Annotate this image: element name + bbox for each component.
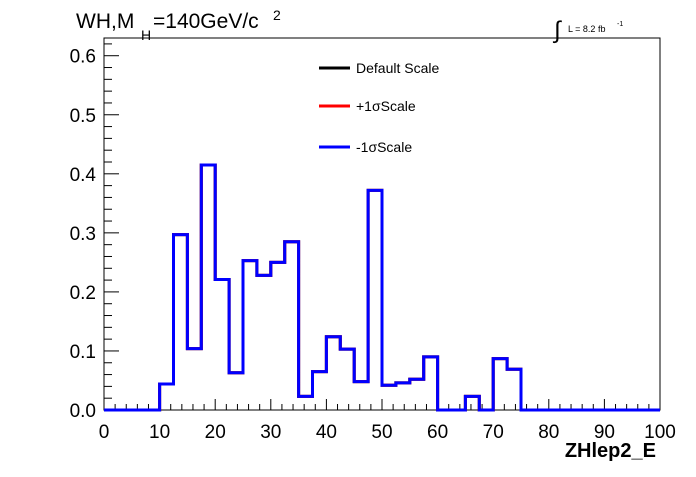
title-superscript: 2 [273, 7, 281, 23]
legend-label: +1σScale [356, 98, 416, 114]
x-tick-label: 0 [99, 422, 110, 443]
legend: Default Scale +1σScale -1σScale [319, 60, 439, 155]
x-axis-title: ZHlep2_E [565, 440, 656, 462]
title-rest: =140GeV/c [153, 10, 259, 33]
legend-label: Default Scale [356, 60, 439, 76]
lumi-integral-sign: ∫ [552, 17, 562, 44]
y-tick-label: 0.3 [70, 224, 96, 245]
series-layer [104, 163, 660, 412]
chart-title: WH,M H =140GeV/c 2 [76, 7, 281, 43]
title-main: WH,M [76, 10, 134, 33]
series-line-3 [104, 163, 660, 412]
lumi-annotation: ∫ L = 8.2 fb -1 [552, 17, 623, 44]
x-tick-label: 70 [483, 422, 504, 443]
legend-label: -1σScale [356, 139, 412, 155]
x-tick-label: 40 [316, 422, 337, 443]
x-tick-label: 50 [371, 422, 392, 443]
x-tick-label: 90 [594, 422, 615, 443]
title-subscript: H [141, 27, 151, 43]
x-axis: 0 10 20 30 40 50 60 70 80 90 100 [99, 399, 676, 443]
lumi-superscript: -1 [617, 21, 623, 28]
x-tick-label: 30 [260, 422, 281, 443]
y-tick-label: 0.6 [70, 47, 96, 68]
y-tick-label: 0.0 [70, 401, 96, 422]
y-tick-label: 0.4 [70, 165, 97, 186]
x-tick-label: 80 [538, 422, 559, 443]
x-tick-label: 10 [149, 422, 170, 443]
x-tick-label: 60 [427, 422, 448, 443]
y-tick-label: 0.2 [70, 283, 96, 304]
x-tick-label: 100 [644, 422, 676, 443]
y-axis: 0.0 0.1 0.2 0.3 0.4 0.5 0.6 [70, 43, 119, 422]
x-tick-label: 20 [205, 422, 226, 443]
lumi-text: L = 8.2 fb [568, 24, 605, 34]
y-tick-label: 0.5 [70, 106, 96, 127]
y-tick-label: 0.1 [70, 342, 96, 363]
